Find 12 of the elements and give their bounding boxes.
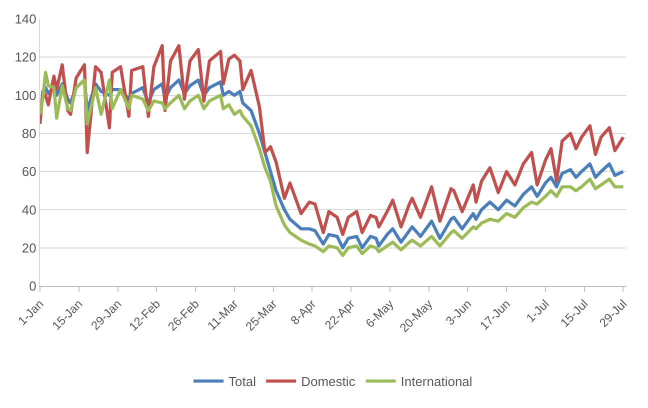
y-tick-label: 20 [22, 240, 36, 256]
y-tick-label: 120 [14, 50, 36, 65]
y-tick-label: 0 [29, 278, 36, 294]
y-tick-label: 80 [22, 126, 36, 141]
y-tick-label: 40 [22, 202, 36, 218]
legend-label: Domestic [301, 374, 356, 390]
legend-label: Total [228, 374, 256, 390]
legend-label: International [400, 374, 472, 390]
y-tick-label: 60 [22, 164, 36, 180]
y-tick-label: 140 [14, 12, 36, 27]
y-tick-label: 100 [14, 88, 36, 103]
line-series [40, 44, 625, 236]
